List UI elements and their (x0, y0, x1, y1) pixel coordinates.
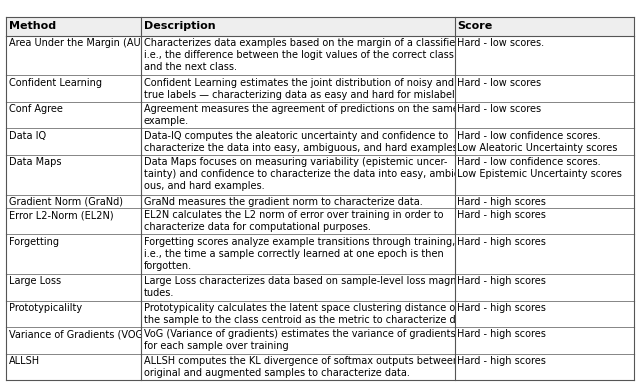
Text: Hard - high scores: Hard - high scores (458, 303, 547, 313)
Text: ALLSH computes the KL divergence of softmax outputs between
original and augment: ALLSH computes the KL divergence of soft… (144, 356, 459, 378)
Text: Hard - high scores: Hard - high scores (458, 329, 547, 339)
Text: Forgetting scores analyze example transitions through training,
i.e., the time a: Forgetting scores analyze example transi… (144, 236, 455, 270)
Bar (6, 274, 634, 301)
Text: Error L2-Norm (EL2N): Error L2-Norm (EL2N) (9, 210, 113, 220)
Text: Hard - high scores: Hard - high scores (458, 210, 547, 220)
Text: EL2N calculates the L2 norm of error over training in order to
characterize data: EL2N calculates the L2 norm of error ove… (144, 210, 444, 232)
Bar (6, 301, 634, 327)
Text: Area Under the Margin (AUM): Area Under the Margin (AUM) (9, 38, 153, 48)
Bar (6, 208, 634, 234)
Bar (6, 155, 634, 194)
Text: Data Maps focuses on measuring variability (epistemic uncer-
tainty) and confide: Data Maps focuses on measuring variabili… (144, 157, 470, 191)
Text: Hard - low scores: Hard - low scores (458, 78, 541, 87)
Text: Agreement measures the agreement of predictions on the same
example.: Agreement measures the agreement of pred… (144, 104, 458, 126)
Text: Data Maps: Data Maps (9, 157, 61, 167)
Text: Hard - low scores: Hard - low scores (458, 104, 541, 114)
Text: Forgetting: Forgetting (9, 236, 59, 247)
Text: Data IQ: Data IQ (9, 131, 46, 141)
Text: Hard - low scores.: Hard - low scores. (458, 38, 545, 48)
Text: Confident Learning: Confident Learning (9, 78, 102, 87)
Bar (6, 128, 634, 155)
Text: Hard - high scores: Hard - high scores (458, 197, 547, 207)
Text: Hard - high scores: Hard - high scores (458, 356, 547, 366)
Text: Large Loss: Large Loss (9, 276, 61, 286)
Text: Gradient Norm (GraNd): Gradient Norm (GraNd) (9, 197, 123, 207)
Bar (6, 354, 634, 380)
Bar (6, 75, 634, 102)
Text: Hard - low confidence scores.
Low Epistemic Uncertainty scores: Hard - low confidence scores. Low Episte… (458, 157, 622, 179)
Bar (6, 327, 634, 354)
Text: Confident Learning estimates the joint distribution of noisy and
true labels — c: Confident Learning estimates the joint d… (144, 78, 473, 100)
Bar (6, 36, 634, 75)
Text: Prototypicality calculates the latent space clustering distance of
the sample to: Prototypicality calculates the latent sp… (144, 303, 474, 325)
Text: Hard - high scores: Hard - high scores (458, 236, 547, 247)
Text: Score: Score (458, 21, 493, 31)
Text: Hard - high scores: Hard - high scores (458, 276, 547, 286)
Text: VoG (Variance of gradients) estimates the variance of gradients
for each sample : VoG (Variance of gradients) estimates th… (144, 329, 456, 351)
Text: Variance of Gradients (VOG): Variance of Gradients (VOG) (9, 329, 147, 339)
Text: Hard - low confidence scores.
Low Aleatoric Uncertainty scores: Hard - low confidence scores. Low Aleato… (458, 131, 618, 152)
Text: Prototypicalilty: Prototypicalilty (9, 303, 82, 313)
Text: GraNd measures the gradient norm to characterize data.: GraNd measures the gradient norm to char… (144, 197, 422, 207)
Text: Large Loss characterizes data based on sample-level loss magni-
tudes.: Large Loss characterizes data based on s… (144, 276, 463, 298)
Bar (6, 102, 634, 128)
Bar (6, 17, 634, 36)
Text: Method: Method (9, 21, 56, 31)
Text: Characterizes data examples based on the margin of a classifier –
i.e., the diff: Characterizes data examples based on the… (144, 38, 467, 72)
Text: Conf Agree: Conf Agree (9, 104, 63, 114)
Text: ALLSH: ALLSH (9, 356, 40, 366)
Bar (6, 194, 634, 208)
Text: Description: Description (144, 21, 216, 31)
Text: Data-IQ computes the aleatoric uncertainty and confidence to
characterize the da: Data-IQ computes the aleatoric uncertain… (144, 131, 460, 152)
Bar (6, 234, 634, 274)
